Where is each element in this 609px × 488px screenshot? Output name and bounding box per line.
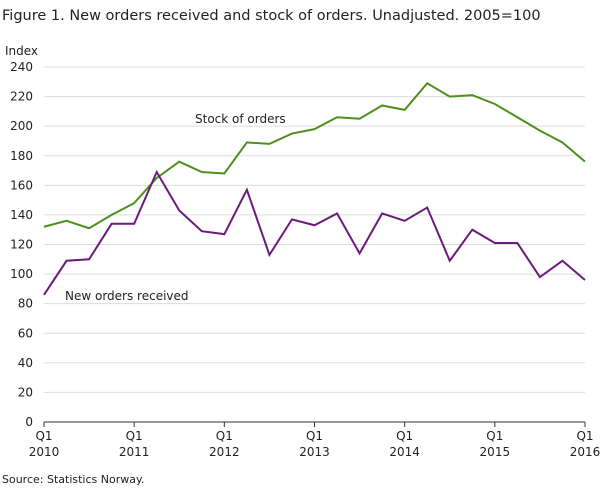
series-label: Stock of orders <box>195 112 286 126</box>
chart-title: Figure 1. New orders received and stock … <box>2 8 541 24</box>
y-tick-label: 220 <box>10 90 33 104</box>
x-tick-label: Q1 2012 <box>209 429 240 459</box>
y-tick-label: 0 <box>25 415 33 429</box>
y-tick-label: 80 <box>18 297 33 311</box>
y-tick-label: 40 <box>18 356 33 370</box>
x-tick-label: Q1 2010 <box>29 429 60 459</box>
y-tick-label: 240 <box>10 60 33 74</box>
x-tick-label: Q1 2016 <box>570 429 601 459</box>
x-tick-label: Q1 2015 <box>480 429 511 459</box>
x-tick-label: Q1 2011 <box>119 429 150 459</box>
x-tick-label: Q1 2013 <box>299 429 330 459</box>
y-tick-label: 140 <box>10 208 33 222</box>
x-tick-label: Q1 2014 <box>389 429 420 459</box>
y-tick-label: 180 <box>10 149 33 163</box>
source: Source: Statistics Norway. <box>2 473 144 486</box>
y-tick-label: 100 <box>10 267 33 281</box>
series-line <box>43 81 586 230</box>
y-axis-label: Index <box>5 44 38 58</box>
series-line <box>43 169 586 296</box>
y-tick-label: 120 <box>10 238 33 252</box>
y-tick-label: 160 <box>10 178 33 192</box>
y-tick-label: 60 <box>18 326 33 340</box>
y-tick-label: 200 <box>10 119 33 133</box>
series-label: New orders received <box>65 289 189 303</box>
y-tick-label: 20 <box>18 385 33 399</box>
